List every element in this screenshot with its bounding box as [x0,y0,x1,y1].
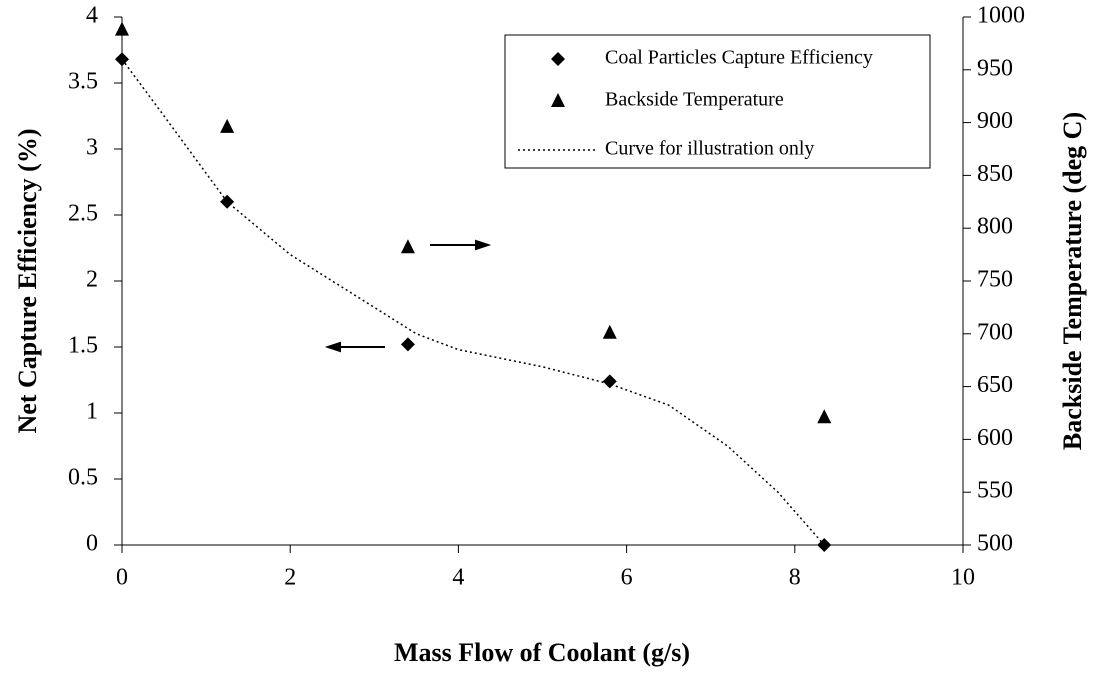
x-tick-label: 2 [284,565,296,591]
y2-tick-label: 800 [977,214,1013,240]
y2-axis-label: Backside Temperature (deg C) [1058,112,1087,450]
y-tick-label: 4 [86,3,98,29]
y-axis-label: Net Capture Efficiency (%) [13,129,42,434]
y-tick-label: 0 [86,531,98,557]
legend-label: Coal Particles Capture Efficiency [605,47,873,69]
y2-tick-label: 1000 [977,3,1025,29]
y2-tick-label: 750 [977,267,1013,293]
y2-tick-label: 550 [977,478,1013,504]
y2-tick-label: 850 [977,161,1013,187]
y-tick-label: 3 [86,135,98,161]
y2-tick-label: 500 [977,531,1013,557]
y-tick-label: 2.5 [68,201,98,227]
y2-tick-label: 950 [977,55,1013,81]
x-tick-label: 6 [621,565,633,591]
arrows [324,239,492,353]
legend-marker [551,52,565,66]
diamond-marker [115,52,129,67]
triangle-marker [602,324,617,339]
triangle-marker [220,118,235,133]
legend-box [504,34,931,169]
legend-label: Curve for illustration only [605,138,814,160]
diamond-marker [400,337,415,352]
legend-label: Backside Temperature [605,89,784,111]
triangle-marker [817,409,832,424]
triangle-marker [115,21,129,36]
y-tick-label: 1.5 [68,333,98,359]
y2-tick-label: 650 [977,372,1013,398]
arrow-head [475,239,492,251]
y-tick-label: 1 [86,399,98,425]
x-tick-label: 10 [951,565,975,591]
x-tick-label: 0 [116,565,128,591]
y-tick-label: 3.5 [68,69,98,95]
y2-tick-label: 900 [977,108,1013,134]
x-axis-label: Mass Flow of Coolant (g/s) [394,638,690,667]
x-tick-label: 8 [789,565,801,591]
triangle-marker [400,239,415,254]
x-tick-label: 4 [452,565,464,591]
arrow-head [324,341,341,353]
diamond-marker [602,374,617,389]
y2-tick-label: 700 [977,319,1013,345]
y-tick-label: 2 [86,267,98,293]
diamond-marker [220,194,235,209]
y-tick-label: 0.5 [68,465,98,491]
y2-tick-label: 600 [977,425,1013,451]
legend-marker [551,93,565,107]
